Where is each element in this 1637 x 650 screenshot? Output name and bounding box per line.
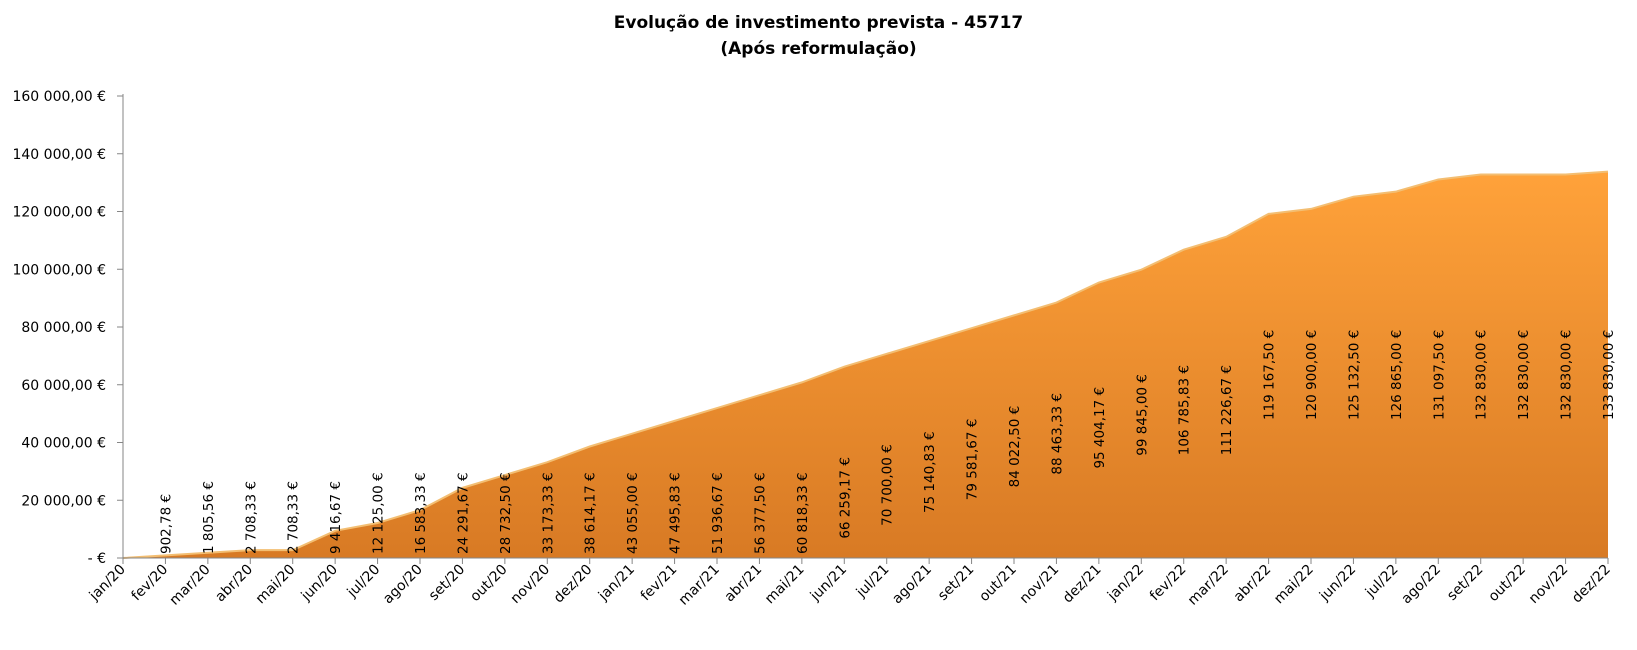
x-tick-label: mai/22 [1271,562,1317,608]
x-tick-label: abr/21 [722,562,766,606]
x-tick-label: nov/22 [1526,562,1571,607]
data-label: 120 900,00 € [1304,330,1320,420]
data-label: 66 259,17 € [837,457,853,539]
data-label: 2 708,33 € [243,481,259,554]
data-label: 43 055,00 € [625,472,641,554]
data-label: 75 140,83 € [922,431,938,513]
y-tick-label: 40 000,00 € [21,436,106,452]
data-label: 88 463,33 € [1049,393,1065,475]
x-tick-label: jun/20 [298,562,341,605]
chart-title-block: Evolução de investimento prevista - 4571… [0,10,1637,62]
data-label: 106 785,83 € [1177,365,1193,455]
x-tick-label: mai/20 [253,562,299,608]
data-label: 126 865,00 € [1389,330,1405,420]
x-tick-label: set/20 [426,562,468,604]
data-label: 70 700,00 € [880,444,896,526]
data-label: 24 291,67 € [455,472,471,554]
x-tick-label: set/21 [935,562,977,604]
x-tick-label: out/20 [467,562,510,605]
series-area [123,171,1608,558]
y-tick-label: 120 000,00 € [12,205,106,221]
data-label: 133 830,00 € [1601,330,1617,420]
data-label: 9 416,67 € [328,481,344,554]
chart-title: Evolução de investimento prevista - 4571… [613,13,1024,33]
data-label: 902,78 € [158,494,174,554]
x-tick-label: jun/21 [807,562,850,605]
data-label: 125 132,50 € [1346,330,1362,420]
x-tick-label: jul/22 [1362,562,1402,602]
x-tick-label: dez/20 [551,562,596,607]
data-label: 95 404,17 € [1092,387,1108,469]
data-label: 132 830,00 € [1559,330,1575,420]
chart-subtitle: (Após reformulação) [720,39,917,59]
x-tick-label: nov/21 [1017,562,1062,607]
data-label: 99 845,00 € [1134,374,1150,456]
data-label: 38 614,17 € [583,472,599,554]
x-tick-label: fev/20 [129,562,172,605]
data-label: 132 830,00 € [1516,330,1532,420]
x-tick-label: mai/21 [762,562,808,608]
x-tick-label: ago/22 [1398,562,1444,608]
y-tick-label: - € [88,551,106,567]
data-label: 111 226,67 € [1219,365,1235,455]
x-tick-label: set/22 [1444,562,1486,604]
data-label: 84 022,50 € [1007,406,1023,488]
x-tick-label: abr/22 [1231,562,1275,606]
data-label: 1 805,56 € [201,481,217,554]
y-tick-label: 20 000,00 € [21,493,106,509]
x-tick-label: ago/21 [889,562,935,608]
y-tick-label: 80 000,00 € [21,320,106,336]
x-tick-label: mar/20 [167,562,214,609]
x-tick-label: nov/20 [508,562,553,607]
x-tick-label: ago/20 [380,562,426,608]
data-label: 51 936,67 € [710,472,726,554]
x-tick-label: jul/21 [853,562,893,602]
x-tick-label: jun/22 [1316,562,1359,605]
x-tick-label: dez/22 [1569,562,1614,607]
data-label: 2 708,33 € [286,481,302,554]
y-tick-label: 60 000,00 € [21,378,106,394]
y-tick-label: 140 000,00 € [12,147,106,163]
data-label: 33 173,33 € [540,472,556,554]
x-tick-label: mar/21 [676,562,723,609]
data-label: 12 125,00 € [371,472,387,554]
data-label: 119 167,50 € [1262,330,1278,420]
data-label: 28 732,50 € [498,472,514,554]
data-label: 60 818,33 € [795,472,811,554]
data-label: 56 377,50 € [752,472,768,554]
data-label: 131 097,50 € [1431,330,1447,420]
x-tick-label: out/22 [1486,562,1529,605]
x-tick-label: jan/20 [86,562,129,605]
x-tick-label: fev/21 [638,562,681,605]
x-tick-label: dez/21 [1060,562,1105,607]
data-label: 16 583,33 € [413,472,429,554]
y-tick-label: 100 000,00 € [12,262,106,278]
series-edge-line [122,170,1609,559]
x-tick-label: jul/20 [344,562,384,602]
y-tick-label: 160 000,00 € [12,89,106,105]
data-label: 47 495,83 € [668,472,684,554]
x-tick-label: jan/21 [595,562,638,605]
x-tick-label: jan/22 [1104,562,1147,605]
data-label: 132 830,00 € [1474,330,1490,420]
x-tick-label: fev/22 [1147,562,1190,605]
data-label: 79 581,67 € [965,419,981,501]
x-tick-label: mar/22 [1185,562,1232,609]
x-tick-label: abr/20 [212,562,256,606]
x-tick-label: out/21 [976,562,1019,605]
